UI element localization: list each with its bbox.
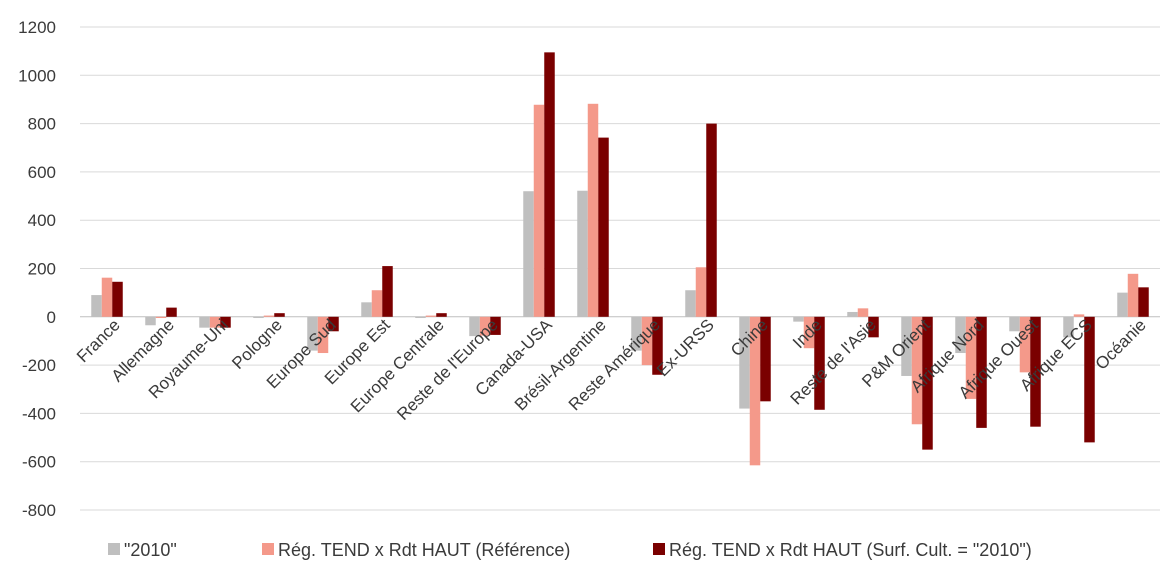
- bar: [101, 277, 113, 317]
- legend-entry-label: Rég. TEND x Rdt HAUT (Référence): [278, 540, 570, 560]
- bar: [523, 191, 534, 317]
- y-tick-label: 600: [28, 163, 56, 182]
- legend: "2010" Rég. TEND x Rdt HAUT (Référence) Ré…: [108, 540, 1032, 560]
- bar: [544, 52, 555, 317]
- bar: [220, 316, 231, 328]
- bar: [361, 302, 372, 317]
- category-label: France: [73, 315, 124, 366]
- y-tick-label: -400: [22, 404, 56, 423]
- legend-swatch: [653, 543, 665, 555]
- bar: [307, 316, 318, 351]
- bar: [1084, 316, 1095, 443]
- bar: [1063, 316, 1074, 338]
- bar: [155, 316, 167, 319]
- bar: [976, 316, 987, 428]
- bar: [533, 104, 545, 317]
- bar: [965, 316, 977, 399]
- bar: [1009, 316, 1020, 332]
- bar: [263, 315, 275, 317]
- bar: [814, 316, 825, 410]
- bar: [436, 313, 447, 317]
- bar: [1127, 273, 1139, 317]
- y-tick-label: 400: [28, 211, 56, 230]
- bar: [425, 315, 437, 317]
- bar: [739, 316, 750, 409]
- bar: [641, 316, 653, 366]
- bar: [415, 316, 426, 319]
- bar: [469, 316, 480, 337]
- y-tick-label: 200: [28, 260, 56, 279]
- bar: [253, 316, 264, 319]
- bar: [760, 316, 771, 402]
- bar: [577, 190, 588, 317]
- bar: [793, 316, 804, 322]
- bar: [145, 316, 156, 326]
- y-tick-label: -600: [22, 453, 56, 472]
- bar: [1019, 316, 1031, 373]
- bar: [631, 316, 642, 351]
- bar: [598, 137, 609, 317]
- bar: [199, 316, 210, 328]
- bar: [274, 313, 285, 317]
- bar: [91, 295, 102, 317]
- legend-entry-label: "2010": [124, 540, 177, 560]
- bar: [1073, 314, 1085, 317]
- bar: [317, 316, 329, 354]
- bar: [371, 290, 383, 317]
- bar: [209, 316, 221, 328]
- bar: [587, 103, 599, 317]
- bar: [857, 308, 869, 317]
- y-tick-label: 1200: [18, 18, 56, 37]
- bars: [91, 52, 1149, 466]
- bar: [382, 266, 393, 317]
- bar: [166, 307, 177, 317]
- bar: [1138, 287, 1149, 317]
- category-labels: FranceAllemagneRoyaume-UniPologneEurope …: [73, 315, 1150, 424]
- bar: [685, 290, 696, 317]
- bar: [1117, 292, 1128, 317]
- bar: [112, 281, 123, 317]
- y-tick-label: -800: [22, 501, 56, 520]
- bar: [749, 316, 761, 466]
- bar: [911, 316, 923, 425]
- bar: [706, 123, 717, 317]
- bar: [847, 311, 858, 317]
- bar: [479, 316, 491, 336]
- bar: [328, 316, 339, 332]
- category-label: Reste de l'Europe: [393, 315, 502, 424]
- y-tick-label: -200: [22, 356, 56, 375]
- legend-entry-label: Rég. TEND x Rdt HAUT (Surf. Cult. = "201…: [669, 540, 1032, 560]
- grid-lines: [80, 26, 1160, 511]
- bar: [803, 316, 815, 349]
- bar: [490, 316, 501, 335]
- category-label: Europe Centrale: [347, 315, 448, 416]
- y-tick-label: 0: [47, 308, 56, 327]
- bar: [868, 316, 879, 338]
- bar: [955, 316, 966, 354]
- bar: [922, 316, 933, 450]
- y-tick-label: 1000: [18, 66, 56, 85]
- y-axis-tick-labels: -800 -600 -400 -200 0 200 400 600 800 1000 1200: [18, 18, 56, 520]
- bar: [901, 316, 912, 376]
- y-tick-label: 800: [28, 115, 56, 134]
- bar: [652, 316, 663, 375]
- legend-swatch: [262, 543, 274, 555]
- legend-swatch: [108, 543, 120, 555]
- bar: [695, 267, 707, 317]
- bar: [1030, 316, 1041, 427]
